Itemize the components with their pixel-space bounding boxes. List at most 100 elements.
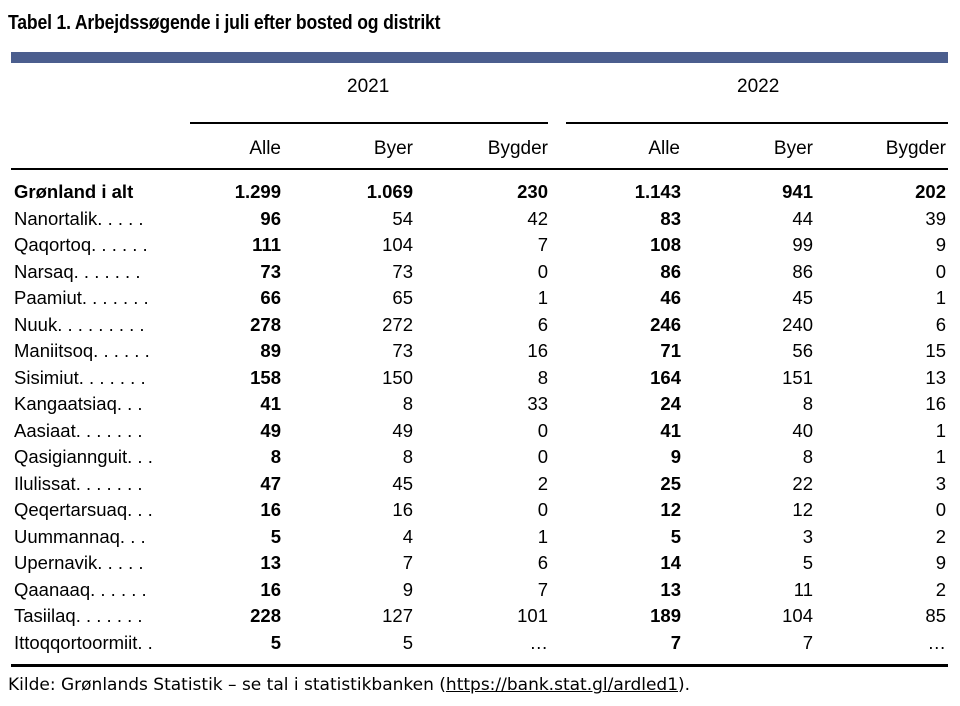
cell-alle-2022: 83	[660, 207, 681, 229]
cell-bygder-2022: 85	[925, 605, 946, 626]
cell-alle-2022: 24	[660, 393, 681, 414]
district-name: Paamiut. . . . . . .	[14, 287, 149, 308]
cell-bygder-2022: 2	[935, 578, 946, 600]
cell-byer-2021: 272	[382, 313, 413, 335]
cell-byer-2022: 240	[782, 313, 813, 335]
source-note: Kilde: Grønlands Statistik – se tal i st…	[8, 675, 690, 695]
cell-byer-2021: 16	[392, 499, 413, 520]
header-bar	[11, 52, 948, 63]
cell-bygder-2021: 33	[527, 393, 548, 414]
cell-alle-2021: 228	[250, 605, 281, 626]
cell-alle-2021: 278	[250, 313, 281, 335]
cell-bygder-2022: 2	[935, 525, 946, 547]
cell-byer-2021: 73	[392, 260, 413, 282]
table-row: Kangaatsiaq. . . 41 8 33 24 8 16	[0, 393, 960, 420]
cell-alle-2022: 12	[660, 499, 681, 520]
cell-alle-2021: 47	[260, 472, 281, 494]
cell-bygder-2021: 101	[517, 605, 548, 626]
cell-bygder-2022: 1	[935, 287, 946, 308]
cell-bygder-2022: 0	[935, 260, 946, 282]
cell-bygder-2021: 8	[537, 366, 548, 388]
cell-bygder-2022: 9	[935, 552, 946, 573]
district-name: Aasiaat. . . . . . .	[14, 419, 143, 441]
cell-byer-2022: 8	[802, 393, 813, 414]
cell-alle-2022: 14	[660, 552, 681, 573]
cell-alle-2021: 16	[260, 499, 281, 520]
cell-alle-2022: 164	[650, 366, 681, 388]
cell-alle-2022: 108	[650, 234, 681, 255]
table-row: Uummannaq. . . 5 4 1 5 3 2	[0, 526, 960, 553]
cell-byer-2022: 104	[782, 605, 813, 626]
cell-bygder-2021: 42	[527, 207, 548, 229]
cell-alle-2021: 49	[260, 419, 281, 441]
cell-byer-2022: 44	[792, 207, 813, 229]
col-header-alle-2021: Alle	[249, 138, 281, 159]
cell-alle-2022: 246	[650, 313, 681, 335]
cell-byer-2022: 45	[792, 287, 813, 308]
district-name: Upernavik. . . . .	[14, 552, 144, 573]
year-2022-header: 2022	[737, 76, 780, 97]
cell-byer-2022: 56	[792, 340, 813, 361]
table-row: Tasiilaq. . . . . . . 228 127 101 189 104 85	[0, 605, 960, 632]
district-name: Qasigiannguit. . .	[14, 446, 153, 467]
cell-alle-2021: 1.299	[234, 181, 281, 202]
cell-alle-2022: 9	[670, 446, 681, 467]
cell-alle-2021: 89	[260, 340, 281, 361]
cell-byer-2022: 86	[792, 260, 813, 282]
cell-byer-2022: 3	[802, 525, 813, 547]
district-name: Qaanaaq. . . . . .	[14, 578, 147, 600]
table-row: Paamiut. . . . . . . 66 65 1 46 45 1	[0, 287, 960, 314]
district-name: Maniitsoq. . . . . .	[14, 340, 150, 361]
table-row: Qaanaaq. . . . . . 16 9 7 13 11 2	[0, 579, 960, 606]
cell-alle-2022: 25	[660, 472, 681, 494]
cell-bygder-2022: 15	[925, 340, 946, 361]
cell-bygder-2021: 0	[537, 499, 548, 520]
cell-alle-2021: 73	[260, 260, 281, 282]
cell-alle-2021: 41	[260, 393, 281, 414]
table-row: Upernavik. . . . . 13 7 6 14 5 9	[0, 552, 960, 579]
cell-byer-2021: 8	[402, 393, 413, 414]
district-name: Ittoqqortoormiit. .	[14, 631, 153, 653]
cell-bygder-2021: 16	[527, 340, 548, 361]
district-name: Qeqertarsuaq. . .	[14, 499, 153, 520]
cell-bygder-2021: 2	[537, 472, 548, 494]
cell-alle-2022: 71	[660, 340, 681, 361]
cell-byer-2022: 11	[793, 578, 813, 600]
cell-bygder-2022: 0	[935, 499, 946, 520]
cell-byer-2021: 73	[392, 340, 413, 361]
cell-byer-2021: 104	[382, 234, 413, 255]
cell-byer-2021: 5	[402, 631, 413, 653]
cell-alle-2022: 86	[660, 260, 681, 282]
cell-bygder-2022: 13	[925, 366, 946, 388]
cell-bygder-2021: 7	[537, 234, 548, 255]
cell-bygder-2021: 0	[537, 446, 548, 467]
cell-byer-2022: 151	[782, 366, 813, 388]
cell-bygder-2022: 3	[935, 472, 946, 494]
district-name: Narsaq. . . . . . .	[14, 260, 141, 282]
cell-alle-2021: 5	[270, 631, 281, 653]
header-rule	[11, 168, 948, 170]
cell-bygder-2021: 1	[537, 525, 548, 547]
table-row: Qasigiannguit. . . 8 8 0 9 8 1	[0, 446, 960, 473]
table-row: Ittoqqortoormiit. . 5 5… 7 7…	[0, 632, 960, 659]
cell-alle-2021: 13	[260, 552, 281, 573]
year-2021-header: 2021	[347, 76, 390, 97]
col-header-byer-2022: Byer	[773, 138, 813, 159]
cell-byer-2022: 99	[792, 234, 813, 255]
cell-bygder-2021: …	[529, 631, 549, 653]
cell-alle-2022: 7	[670, 631, 681, 653]
cell-alle-2022: 1.143	[634, 181, 681, 202]
table-row: Nuuk. . . . . . . . . 278 272 6 246 240 6	[0, 314, 960, 341]
cell-bygder-2022: 9	[935, 234, 946, 255]
cell-alle-2021: 8	[270, 446, 281, 467]
cell-byer-2021: 7	[402, 552, 413, 573]
cell-bygder-2021: 6	[537, 552, 548, 573]
cell-byer-2022: 40	[792, 419, 813, 441]
cell-byer-2021: 150	[382, 366, 413, 388]
cell-alle-2022: 5	[670, 525, 681, 547]
cell-alle-2022: 41	[660, 419, 681, 441]
table-row: Maniitsoq. . . . . . 89 73 16 71 56 15	[0, 340, 960, 367]
col-header-bygder-2022: Bygder	[885, 138, 946, 159]
bottom-rule	[11, 664, 948, 667]
statbank-link[interactable]: https://bank.stat.gl/ardled1	[445, 675, 679, 695]
